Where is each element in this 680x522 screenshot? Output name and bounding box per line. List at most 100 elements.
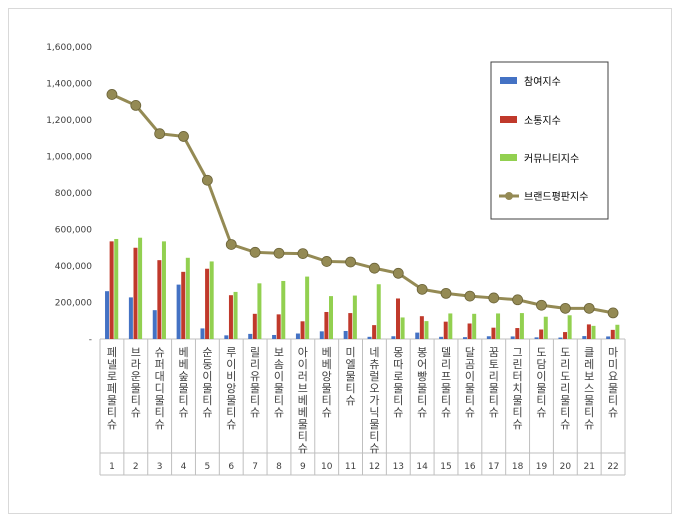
bar — [205, 268, 210, 339]
rank-label: 1 — [109, 462, 115, 472]
legend-label: 소통지수 — [524, 115, 561, 127]
rank-label: 22 — [607, 462, 618, 472]
bar — [257, 283, 262, 339]
bar — [133, 247, 138, 339]
bar — [510, 336, 515, 339]
y-tick-label: 1,400,000 — [46, 80, 92, 90]
legend-swatch — [500, 154, 517, 161]
bar — [519, 313, 524, 339]
bar-layer — [105, 237, 620, 339]
bar — [591, 325, 596, 339]
rank-label: 15 — [440, 462, 451, 472]
rank-label: 2 — [133, 462, 139, 472]
line-layer — [106, 89, 619, 319]
line-point — [488, 292, 500, 304]
line-point — [154, 128, 166, 140]
bar — [395, 298, 400, 339]
bar — [252, 313, 257, 339]
bar — [539, 329, 544, 339]
bar — [224, 335, 229, 339]
bar — [610, 329, 615, 339]
line-point — [297, 248, 309, 259]
bar — [467, 323, 472, 339]
bar — [391, 336, 396, 339]
bar — [200, 328, 205, 339]
rank-label: 17 — [488, 462, 499, 472]
y-tick-label: 200,000 — [55, 299, 92, 309]
bar — [352, 295, 357, 339]
rank-label: 5 — [205, 462, 211, 472]
bar — [376, 284, 381, 339]
rank-label: 13 — [393, 462, 404, 472]
bar — [176, 284, 181, 339]
bar — [424, 321, 429, 339]
rank-label: 20 — [560, 462, 572, 472]
rank-label: 8 — [276, 462, 282, 472]
rank-label: 10 — [321, 462, 333, 472]
series-line — [111, 93, 614, 315]
bar — [415, 332, 420, 339]
bar — [496, 313, 501, 339]
line-point — [607, 307, 619, 319]
y-tick-label: 1,000,000 — [46, 153, 92, 163]
rank-label: 14 — [416, 462, 428, 472]
bar — [515, 328, 520, 339]
bar — [114, 238, 119, 339]
bar — [128, 297, 133, 339]
y-tick-label: 400,000 — [55, 262, 92, 272]
line-point — [464, 290, 476, 302]
bar — [161, 241, 166, 339]
bar — [567, 315, 572, 339]
rank-label: 19 — [536, 462, 548, 472]
bar — [228, 295, 233, 339]
bar — [615, 324, 620, 339]
rank-label: 7 — [252, 462, 258, 472]
y-tick-label: - — [89, 335, 92, 345]
rank-label: 21 — [583, 462, 594, 472]
bar — [400, 317, 405, 339]
bar — [472, 313, 477, 339]
bar — [305, 276, 310, 339]
bar — [329, 296, 334, 339]
bar — [462, 337, 467, 339]
bar — [439, 336, 444, 339]
legend-marker — [505, 192, 513, 200]
bar — [491, 327, 496, 339]
line-point — [536, 299, 547, 311]
y-tick-label: 800,000 — [55, 189, 92, 199]
bar — [324, 311, 329, 339]
line-point — [345, 256, 356, 268]
line-point — [440, 287, 452, 299]
bar — [448, 313, 453, 339]
line-point — [178, 131, 189, 142]
y-tick-label: 1,600,000 — [46, 43, 92, 53]
bar — [319, 331, 324, 339]
rank-label: 12 — [369, 462, 380, 472]
bar — [185, 257, 190, 339]
line-point — [583, 302, 595, 314]
line-point — [416, 283, 428, 295]
bar — [209, 261, 214, 339]
rank-label: 4 — [181, 462, 187, 472]
bar — [606, 336, 611, 339]
rank-label: 3 — [157, 462, 163, 472]
legend-swatch — [500, 77, 517, 84]
bar — [367, 336, 372, 339]
line-point — [249, 246, 261, 258]
